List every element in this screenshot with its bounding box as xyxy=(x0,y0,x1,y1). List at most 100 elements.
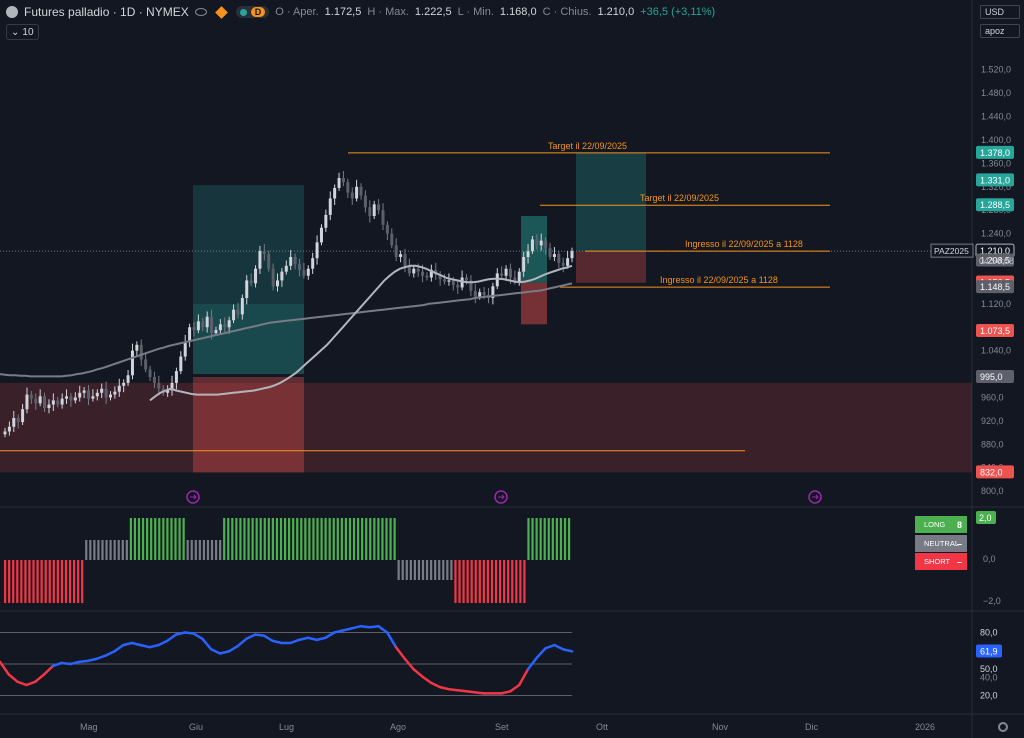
y-tick-label: 1.320,0 xyxy=(981,182,1011,192)
price-label-box xyxy=(976,280,1014,294)
rsi-segment xyxy=(500,690,512,695)
rsi-current-value: 61,9 xyxy=(980,647,998,657)
rsi-segment xyxy=(42,664,55,676)
rsi-segment xyxy=(289,638,301,645)
price-label: 1.288,5 xyxy=(980,200,1010,210)
signal-bar xyxy=(288,518,291,560)
signal-bar xyxy=(430,560,433,580)
indicator-toggle[interactable]: ⌄ 10 xyxy=(6,24,39,40)
y-tick-label: 1.240,0 xyxy=(981,229,1011,239)
rsi-segment xyxy=(201,637,213,651)
rsi-segment xyxy=(333,629,345,634)
signal-bar xyxy=(72,560,76,603)
legend-label: LONG xyxy=(924,520,945,529)
delay-badge: D xyxy=(250,7,266,17)
candle xyxy=(425,275,429,278)
candle xyxy=(16,417,20,423)
high-label: H · Max. xyxy=(367,6,409,18)
candle xyxy=(78,392,82,398)
signal-bar xyxy=(543,518,546,560)
x-tick-label: 2026 xyxy=(915,722,935,732)
legend-value: – xyxy=(957,557,962,567)
signal-bar xyxy=(340,518,343,560)
candle xyxy=(372,204,376,217)
price-label-box xyxy=(976,370,1014,384)
rsi-segment xyxy=(403,657,415,671)
candle xyxy=(381,210,385,225)
candle xyxy=(258,251,262,269)
candle xyxy=(368,207,372,217)
long-target-zone xyxy=(521,216,547,283)
candle xyxy=(328,198,332,215)
currency-select[interactable]: USD xyxy=(980,5,1020,19)
signal-bar xyxy=(64,560,68,603)
status-pill[interactable]: D xyxy=(235,6,270,18)
rsi-segment xyxy=(553,643,565,651)
rsi-segment xyxy=(183,631,195,635)
close-label: C · Chius. xyxy=(542,6,592,18)
candle xyxy=(179,356,183,372)
signal-bar xyxy=(320,518,323,560)
market-open-icon xyxy=(239,8,247,16)
candle xyxy=(315,242,319,259)
rsi-segment xyxy=(60,661,72,666)
signal-bar xyxy=(210,540,214,560)
candle xyxy=(249,280,253,284)
candle xyxy=(412,268,416,274)
low-label: L · Min. xyxy=(457,6,494,18)
candle xyxy=(403,254,407,266)
rsi-segment xyxy=(324,631,336,639)
rsi-segment xyxy=(262,634,275,643)
y-tick-label: 920,0 xyxy=(981,416,1004,426)
candle xyxy=(465,277,469,281)
price-label-box xyxy=(976,173,1014,187)
candle xyxy=(152,377,156,383)
y-tick-label: 1.480,0 xyxy=(981,88,1011,98)
signal-bar xyxy=(348,518,352,560)
signal-bar xyxy=(535,518,538,560)
account-select[interactable]: apoz xyxy=(980,24,1020,38)
symbol-tag: PAZ2025 xyxy=(934,246,969,256)
y-tick-label: 0,0 xyxy=(983,554,996,564)
signal-bar xyxy=(336,518,339,560)
candle xyxy=(113,391,117,395)
gear-icon[interactable] xyxy=(998,722,1008,732)
signal-bar xyxy=(559,518,563,560)
price-label-box xyxy=(976,253,1014,267)
x-tick-label: Ott xyxy=(596,722,609,732)
signal-bar xyxy=(405,560,408,580)
x-tick-label: Dic xyxy=(805,722,818,732)
symbol-title[interactable]: Futures palladio · 1D · NYMEX xyxy=(24,5,189,19)
candle xyxy=(82,390,86,393)
signal-bar xyxy=(454,560,457,603)
candle xyxy=(183,341,187,357)
rsi-segment xyxy=(306,636,319,642)
legend-value: 8 xyxy=(957,520,962,530)
candle xyxy=(469,280,473,291)
signal-bar xyxy=(178,518,181,560)
candle xyxy=(508,268,512,278)
rsi-segment xyxy=(209,648,222,655)
rsi-segment xyxy=(51,661,63,668)
rsi-segment xyxy=(95,654,107,660)
signal-bar xyxy=(101,540,104,560)
rsi-tick-box xyxy=(976,662,1002,675)
candle xyxy=(34,398,38,404)
y-tick-label: −2,0 xyxy=(983,596,1001,606)
signal-bar xyxy=(531,518,534,560)
rsi-segment xyxy=(69,660,81,666)
candle xyxy=(108,394,112,398)
candle xyxy=(7,426,11,432)
eye-icon[interactable] xyxy=(194,8,207,16)
candle xyxy=(394,245,398,258)
rsi-segment xyxy=(359,624,371,629)
y-tick-label: 1.120,0 xyxy=(981,299,1011,309)
candle xyxy=(218,324,222,331)
signal-bar xyxy=(381,518,384,560)
candle xyxy=(324,214,328,228)
candle xyxy=(227,320,231,328)
candle xyxy=(302,269,306,276)
signal-bar xyxy=(438,560,441,580)
signal-bar xyxy=(555,518,559,560)
